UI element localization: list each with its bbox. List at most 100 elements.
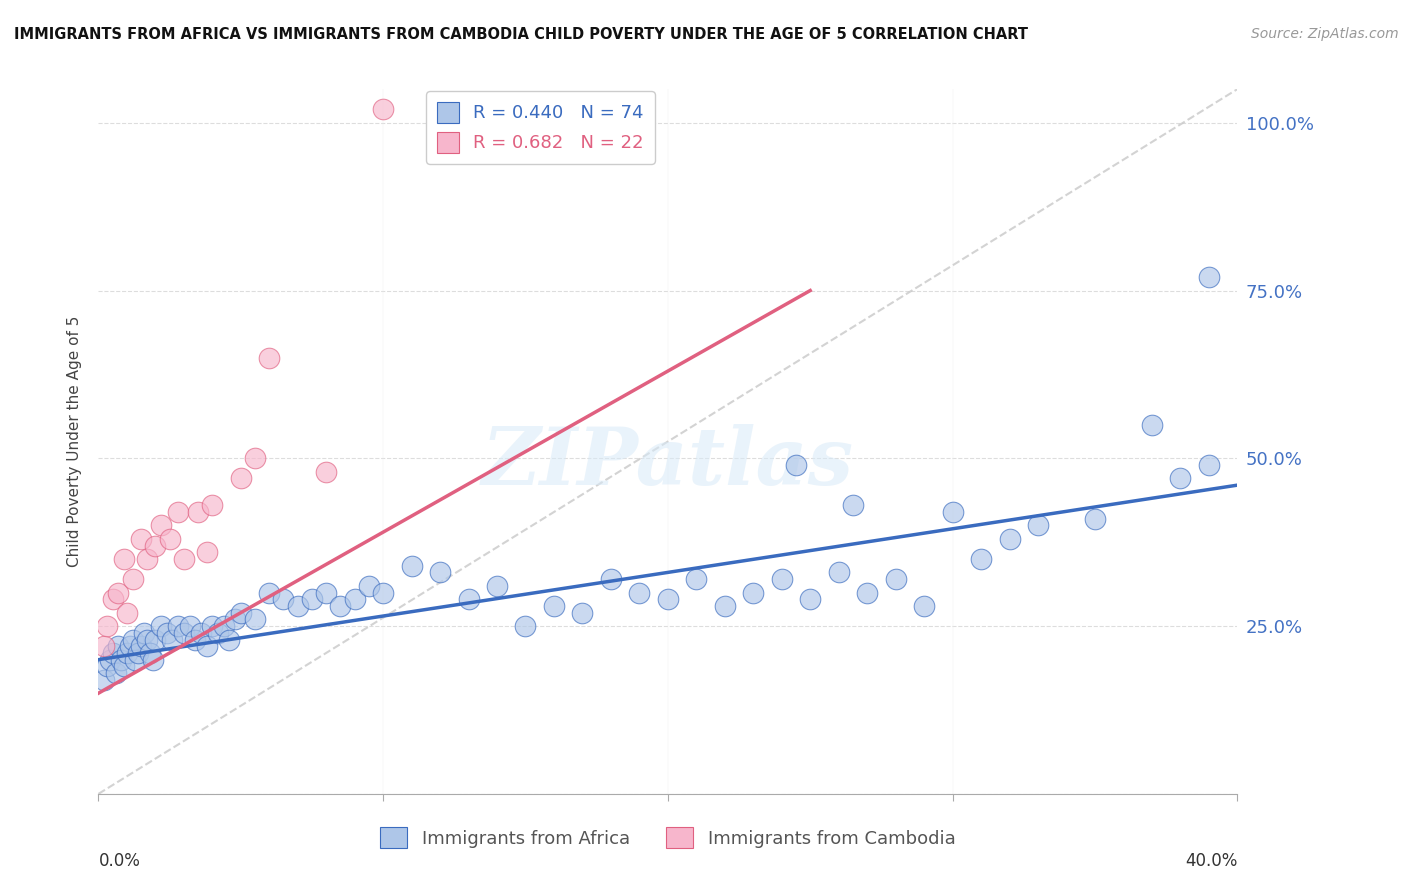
Point — [121, 632, 143, 647]
Point — [714, 599, 737, 613]
Point — [912, 599, 935, 613]
Point — [1140, 417, 1163, 432]
Point — [104, 666, 127, 681]
Point — [124, 653, 146, 667]
Point — [135, 632, 157, 647]
Point — [287, 599, 309, 613]
Point — [273, 592, 295, 607]
Point — [112, 659, 135, 673]
Point — [107, 639, 129, 653]
Point — [1198, 458, 1220, 472]
Point — [190, 625, 212, 640]
Point — [141, 653, 163, 667]
Text: Source: ZipAtlas.com: Source: ZipAtlas.com — [1251, 27, 1399, 41]
Point — [515, 619, 537, 633]
Point — [145, 632, 167, 647]
Point — [110, 653, 132, 667]
Point — [167, 619, 190, 633]
Point — [259, 585, 281, 599]
Point — [1198, 270, 1220, 285]
Point — [799, 592, 821, 607]
Point — [121, 572, 143, 586]
Point — [115, 646, 138, 660]
Point — [127, 646, 149, 660]
Point — [162, 632, 184, 647]
Point — [107, 585, 129, 599]
Point — [179, 619, 201, 633]
Point — [150, 619, 173, 633]
Point — [770, 572, 793, 586]
Point — [842, 498, 865, 512]
Text: ZIPatlas: ZIPatlas — [482, 424, 853, 501]
Point — [184, 632, 207, 647]
Point — [195, 639, 218, 653]
Point — [224, 612, 246, 626]
Point — [685, 572, 707, 586]
Point — [343, 592, 366, 607]
Point — [401, 558, 423, 573]
Point — [600, 572, 623, 586]
Point — [315, 585, 337, 599]
Point — [132, 625, 155, 640]
Point — [173, 625, 195, 640]
Point — [301, 592, 323, 607]
Point — [101, 592, 124, 607]
Point — [93, 639, 115, 653]
Point — [129, 639, 152, 653]
Point — [259, 351, 281, 365]
Point — [970, 552, 993, 566]
Point — [373, 103, 395, 117]
Point — [118, 639, 141, 653]
Point — [98, 653, 121, 667]
Point — [229, 471, 252, 485]
Point — [742, 585, 765, 599]
Point — [135, 552, 157, 566]
Text: 40.0%: 40.0% — [1185, 852, 1237, 870]
Point — [1170, 471, 1192, 485]
Point — [942, 505, 965, 519]
Point — [167, 505, 190, 519]
Point — [243, 451, 266, 466]
Point — [145, 539, 167, 553]
Point — [315, 465, 337, 479]
Point — [218, 632, 240, 647]
Point — [207, 625, 229, 640]
Point — [657, 592, 679, 607]
Point — [101, 646, 124, 660]
Point — [373, 585, 395, 599]
Point — [628, 585, 651, 599]
Point — [828, 566, 851, 580]
Point — [856, 585, 879, 599]
Point — [243, 612, 266, 626]
Point — [96, 619, 118, 633]
Point — [429, 566, 451, 580]
Point — [229, 606, 252, 620]
Point — [357, 579, 380, 593]
Point — [201, 498, 224, 512]
Point — [96, 659, 118, 673]
Point — [201, 619, 224, 633]
Point — [212, 619, 235, 633]
Point — [543, 599, 565, 613]
Point — [785, 458, 807, 472]
Point — [329, 599, 352, 613]
Point — [1084, 512, 1107, 526]
Point — [115, 606, 138, 620]
Legend: Immigrants from Africa, Immigrants from Cambodia: Immigrants from Africa, Immigrants from … — [373, 820, 963, 855]
Text: IMMIGRANTS FROM AFRICA VS IMMIGRANTS FROM CAMBODIA CHILD POVERTY UNDER THE AGE O: IMMIGRANTS FROM AFRICA VS IMMIGRANTS FRO… — [14, 27, 1028, 42]
Text: 0.0%: 0.0% — [98, 852, 141, 870]
Point — [156, 625, 179, 640]
Point — [129, 532, 152, 546]
Point — [1026, 518, 1049, 533]
Point — [195, 545, 218, 559]
Point — [571, 606, 593, 620]
Point — [173, 552, 195, 566]
Point — [159, 532, 181, 546]
Point — [998, 532, 1021, 546]
Y-axis label: Child Poverty Under the Age of 5: Child Poverty Under the Age of 5 — [67, 316, 83, 567]
Point — [457, 592, 479, 607]
Point — [93, 673, 115, 687]
Point — [884, 572, 907, 586]
Point — [187, 505, 209, 519]
Point — [150, 518, 173, 533]
